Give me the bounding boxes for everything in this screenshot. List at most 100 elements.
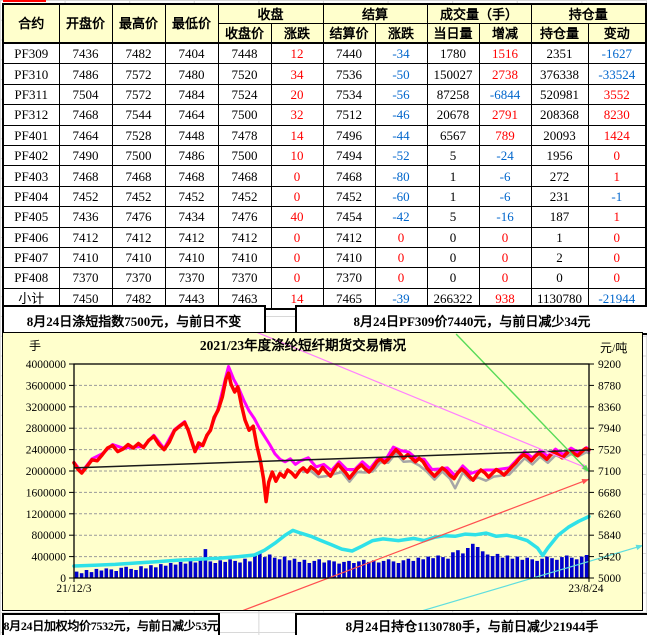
header-volume-change[interactable]: 增减 [478, 23, 532, 44]
value-cell[interactable]: 7534 [322, 83, 376, 106]
value-cell[interactable]: 376338 [530, 63, 589, 85]
value-cell[interactable]: 7468 [164, 165, 219, 187]
value-cell[interactable]: 7528 [111, 124, 166, 146]
value-cell[interactable]: 0 [374, 226, 428, 248]
value-cell[interactable]: -50 [374, 63, 428, 85]
header-close-change[interactable]: 涨跌 [270, 23, 324, 44]
header-low[interactable]: 最低价 [164, 3, 219, 44]
value-cell[interactable]: 7370 [322, 267, 376, 289]
value-cell[interactable]: 7452 [58, 185, 113, 208]
value-cell[interactable]: 0 [426, 267, 480, 289]
value-cell[interactable]: 1780 [426, 42, 480, 65]
value-cell[interactable]: 0 [478, 226, 532, 248]
value-cell[interactable]: 0 [478, 267, 532, 289]
value-cell[interactable]: 40 [270, 206, 324, 228]
value-cell[interactable]: 7490 [58, 144, 113, 167]
value-cell[interactable]: 272 [530, 165, 589, 187]
value-cell[interactable]: -33524 [587, 63, 647, 85]
value-cell[interactable]: 7544 [111, 104, 166, 126]
value-cell[interactable]: 20093 [530, 124, 589, 146]
value-cell[interactable]: -60 [374, 185, 428, 208]
value-cell[interactable]: -46 [374, 104, 428, 126]
value-cell[interactable]: -56 [374, 83, 428, 106]
value-cell[interactable]: 7468 [111, 165, 166, 187]
contract-cell[interactable]: PF310 [2, 63, 60, 85]
value-cell[interactable]: 7452 [322, 185, 376, 208]
contract-cell[interactable]: PF311 [2, 83, 60, 106]
value-cell[interactable]: -1627 [587, 42, 647, 65]
value-cell[interactable]: 520981 [530, 83, 589, 106]
value-cell[interactable]: 34 [270, 63, 324, 85]
value-cell[interactable]: 20678 [426, 104, 480, 126]
banner-pf309-price[interactable]: 8月24日PF309价7440元，与前日减少34元 [295, 305, 647, 335]
value-cell[interactable]: 0 [587, 246, 647, 269]
value-cell[interactable]: 0 [426, 226, 480, 248]
value-cell[interactable]: 0 [270, 185, 324, 208]
value-cell[interactable]: 7468 [217, 165, 272, 187]
value-cell[interactable]: 14 [270, 287, 324, 310]
value-cell[interactable]: 7496 [322, 124, 376, 146]
value-cell[interactable]: -6844 [478, 83, 532, 106]
value-cell[interactable]: 187 [530, 206, 589, 228]
value-cell[interactable]: 7370 [164, 267, 219, 289]
contract-cell[interactable]: PF403 [2, 165, 60, 187]
value-cell[interactable]: 7440 [322, 42, 376, 65]
value-cell[interactable]: 0 [374, 246, 428, 269]
value-cell[interactable]: 1516 [478, 42, 532, 65]
value-cell[interactable]: 7520 [217, 63, 272, 85]
value-cell[interactable]: 2 [530, 246, 589, 269]
header-contract[interactable]: 合约 [2, 3, 60, 44]
futures-chart[interactable]: 4000000 3600000 3200000 2800000 2400000 20000… [2, 329, 644, 612]
value-cell[interactable]: 7410 [111, 246, 166, 269]
value-cell[interactable]: 2351 [530, 42, 589, 65]
value-cell[interactable]: -34 [374, 42, 428, 65]
value-cell[interactable]: 150027 [426, 63, 480, 85]
value-cell[interactable]: 7486 [58, 63, 113, 85]
value-cell[interactable]: 7454 [322, 206, 376, 228]
value-cell[interactable]: 87258 [426, 83, 480, 106]
header-settle-price[interactable]: 结算价 [322, 23, 376, 44]
value-cell[interactable]: 7482 [111, 42, 166, 65]
value-cell[interactable]: 0 [270, 246, 324, 269]
value-cell[interactable]: -80 [374, 165, 428, 187]
value-cell[interactable]: 7464 [58, 124, 113, 146]
value-cell[interactable]: 20 [270, 83, 324, 106]
value-cell[interactable]: 7412 [111, 226, 166, 248]
header-oi-change[interactable]: 变动 [587, 23, 647, 44]
value-cell[interactable]: 0 [478, 246, 532, 269]
value-cell[interactable]: 7448 [164, 124, 219, 146]
value-cell[interactable]: 7478 [217, 124, 272, 146]
value-cell[interactable]: 7370 [217, 267, 272, 289]
value-cell[interactable]: 7536 [322, 63, 376, 85]
value-cell[interactable]: 7482 [111, 287, 166, 310]
value-cell[interactable]: 0 [374, 267, 428, 289]
value-cell[interactable]: 0 [530, 267, 589, 289]
value-cell[interactable]: 7412 [322, 226, 376, 248]
contract-cell[interactable]: PF406 [2, 226, 60, 248]
value-cell[interactable]: 7370 [58, 267, 113, 289]
value-cell[interactable]: 7500 [217, 144, 272, 167]
contract-cell[interactable]: PF312 [2, 104, 60, 126]
banner-weighted-avg[interactable]: 8月24日加权均价7532元，与前日减少53元 [2, 613, 220, 635]
value-cell[interactable]: 7500 [217, 104, 272, 126]
contract-cell[interactable]: PF407 [2, 246, 60, 269]
value-cell[interactable]: 7436 [58, 206, 113, 228]
value-cell[interactable]: 2791 [478, 104, 532, 126]
value-cell[interactable]: 1424 [587, 124, 647, 146]
value-cell[interactable]: 3552 [587, 83, 647, 106]
value-cell[interactable]: -52 [374, 144, 428, 167]
value-cell[interactable]: 7476 [217, 206, 272, 228]
value-cell[interactable]: 7450 [58, 287, 113, 310]
value-cell[interactable]: 7504 [58, 83, 113, 106]
banner-index-price[interactable]: 8月24日涤短指数7500元，与前日不变 [2, 305, 266, 335]
header-settle-change[interactable]: 涨跌 [374, 23, 428, 44]
value-cell[interactable]: 7412 [164, 226, 219, 248]
value-cell[interactable]: 7463 [217, 287, 272, 310]
value-cell[interactable]: 7452 [111, 185, 166, 208]
value-cell[interactable]: 7404 [164, 42, 219, 65]
value-cell[interactable]: 208368 [530, 104, 589, 126]
value-cell[interactable]: 6567 [426, 124, 480, 146]
value-cell[interactable]: 1 [426, 185, 480, 208]
header-high[interactable]: 最高价 [111, 3, 166, 44]
value-cell[interactable]: 0 [587, 226, 647, 248]
